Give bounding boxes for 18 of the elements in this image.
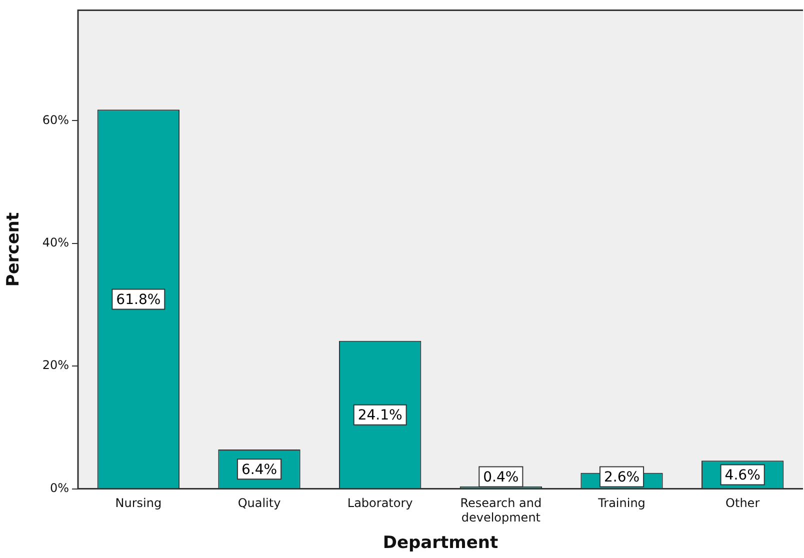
y-tick-label: 40%	[42, 235, 69, 250]
x-tick-label: Research and development	[460, 496, 542, 525]
y-tick-label: 0%	[50, 480, 69, 495]
x-tick-label: Nursing	[115, 496, 162, 510]
y-tick-label: 60%	[42, 112, 69, 127]
data-label: 24.1%	[358, 408, 402, 424]
x-axis-title: Department	[382, 533, 498, 554]
y-axis-title: Percent	[4, 212, 24, 287]
data-label: 6.4%	[241, 462, 278, 478]
x-tick-label: Training	[597, 496, 646, 510]
data-label: 2.6%	[604, 469, 640, 486]
data-label: 61.8%	[116, 292, 161, 308]
x-tick-label: Quality	[238, 496, 281, 510]
data-label: 0.4%	[483, 469, 519, 486]
y-tick-label: 20%	[42, 358, 69, 372]
x-tick-label: Other	[726, 496, 760, 510]
data-label: 4.6%	[724, 467, 760, 484]
x-tick-label: Laboratory	[347, 496, 413, 510]
